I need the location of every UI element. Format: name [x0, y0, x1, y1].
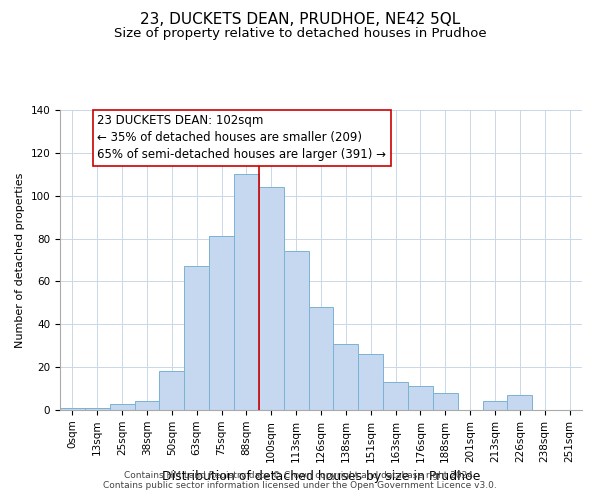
Bar [433, 393, 458, 410]
Bar [308, 307, 334, 410]
X-axis label: Distribution of detached houses by size in Prudhoe: Distribution of detached houses by size … [162, 470, 480, 483]
Bar [482, 402, 508, 410]
Bar [259, 187, 284, 410]
Bar [408, 386, 433, 410]
Bar [234, 174, 259, 410]
Bar [209, 236, 234, 410]
Text: Size of property relative to detached houses in Prudhoe: Size of property relative to detached ho… [113, 28, 487, 40]
Text: Contains HM Land Registry data © Crown copyright and database right 2024.
Contai: Contains HM Land Registry data © Crown c… [103, 470, 497, 490]
Bar [160, 372, 184, 410]
Bar [358, 354, 383, 410]
Bar [334, 344, 358, 410]
Bar [284, 252, 308, 410]
Bar [134, 402, 160, 410]
Bar [508, 395, 532, 410]
Text: 23, DUCKETS DEAN, PRUDHOE, NE42 5QL: 23, DUCKETS DEAN, PRUDHOE, NE42 5QL [140, 12, 460, 28]
Bar [383, 382, 408, 410]
Bar [85, 408, 110, 410]
Y-axis label: Number of detached properties: Number of detached properties [15, 172, 25, 348]
Bar [60, 408, 85, 410]
Bar [184, 266, 209, 410]
Bar [110, 404, 134, 410]
Text: 23 DUCKETS DEAN: 102sqm
← 35% of detached houses are smaller (209)
65% of semi-d: 23 DUCKETS DEAN: 102sqm ← 35% of detache… [97, 114, 386, 162]
